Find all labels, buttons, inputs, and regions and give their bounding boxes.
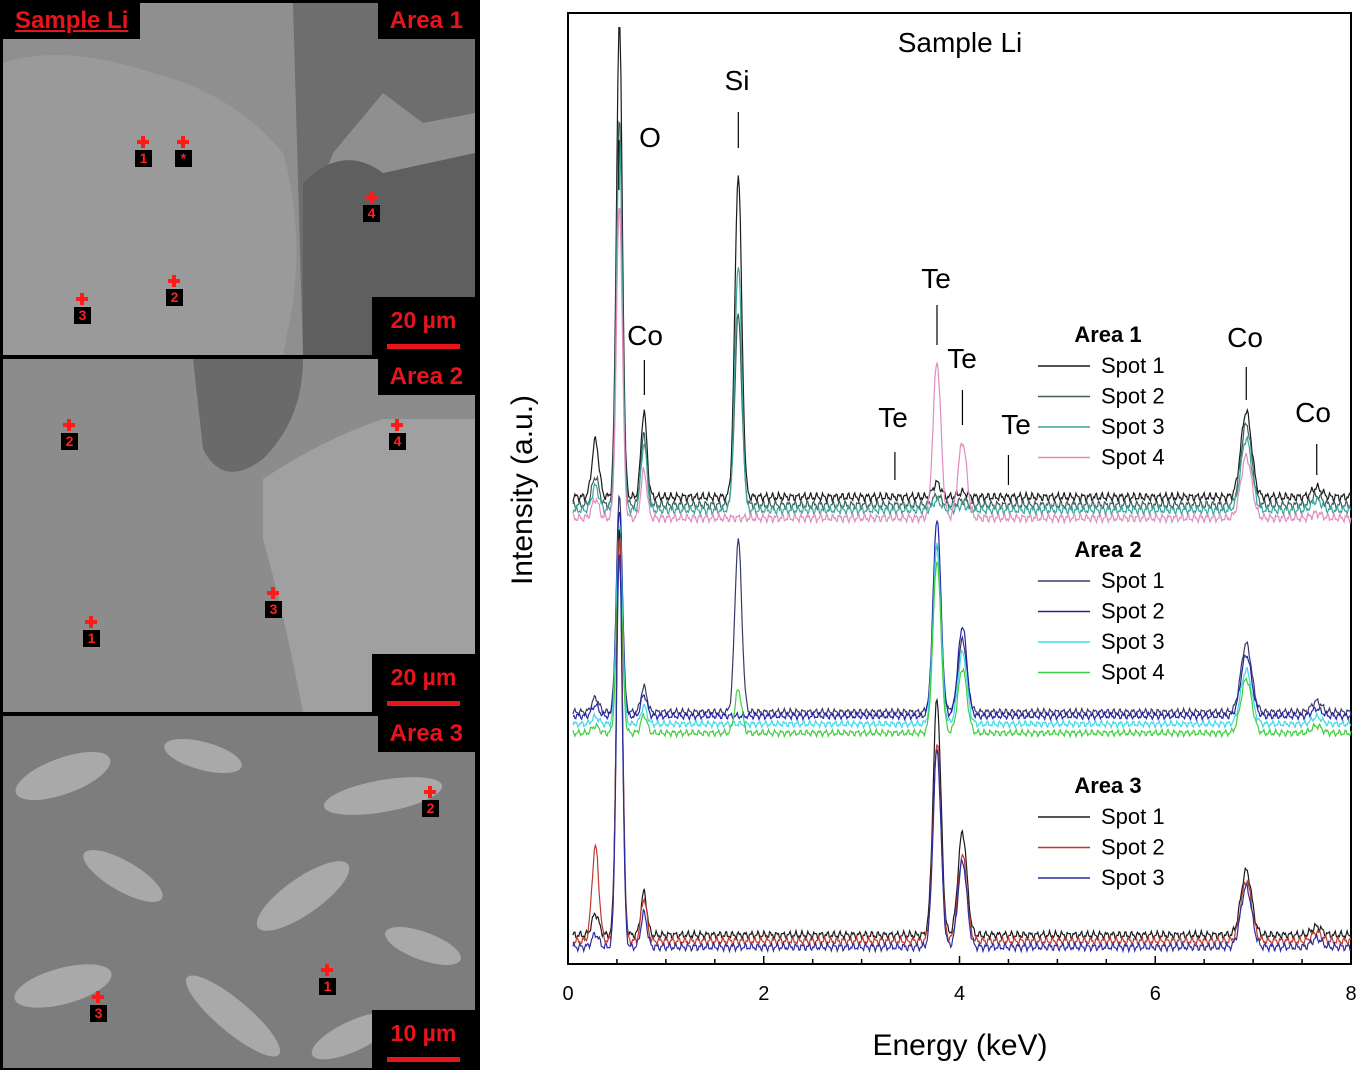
crosshair-icon <box>177 136 189 148</box>
scale-bar: 10 µm <box>372 1010 475 1068</box>
chart-svg: Sample Li Energy (keV) Intensity (a.u.) … <box>506 12 1357 1062</box>
crosshair-icon <box>365 191 377 203</box>
crosshair-icon <box>168 275 180 287</box>
spot-number: 4 <box>389 433 406 450</box>
spot-number: 3 <box>90 1005 107 1022</box>
legend-title: Area 2 <box>1074 537 1141 562</box>
spot-marker: 3 <box>74 293 91 327</box>
y-axis-label: Intensity (a.u.) <box>506 395 539 585</box>
spot-marker: 2 <box>61 419 78 453</box>
spectrum-line <box>572 141 1352 517</box>
spectrum-line <box>572 529 1352 942</box>
legend-entry: Spot 1 <box>1101 353 1165 378</box>
peak-label: Co <box>1227 322 1263 353</box>
legend-entry: Spot 2 <box>1101 384 1165 409</box>
spot-marker: 3 <box>90 991 107 1025</box>
x-tick-label: 6 <box>1150 983 1161 1005</box>
sem-image-area-3: Area 3 2 1 3 10 µm <box>3 716 475 1068</box>
spectrum-line <box>572 538 1352 948</box>
spot-number: 3 <box>74 307 91 324</box>
scale-line <box>387 701 460 706</box>
spot-marker: 4 <box>363 191 380 225</box>
peak-label: Co <box>1295 397 1331 428</box>
spot-marker: 2 <box>422 786 439 820</box>
spot-marker: 1 <box>83 616 100 650</box>
spot-number: 3 <box>265 601 282 618</box>
spot-marker: 1 <box>319 964 336 998</box>
scale-bar: 20 µm <box>372 297 475 355</box>
spot-number: 2 <box>166 289 183 306</box>
eds-spectrum-chart: Sample Li Energy (keV) Intensity (a.u.) … <box>490 0 1372 1070</box>
legend-entry: Spot 3 <box>1101 629 1165 654</box>
scale-line <box>387 1057 460 1062</box>
sem-image-column: Sample Li Area 1 1 * 4 2 3 20 µm Area 2 … <box>0 0 480 1070</box>
scale-line <box>387 344 460 349</box>
spot-marker: 3 <box>265 587 282 621</box>
crosshair-icon <box>137 136 149 148</box>
peak-label: Te <box>947 343 977 374</box>
sem-image-area-1: Sample Li Area 1 1 * 4 2 3 20 µm <box>3 3 475 355</box>
spot-number: 1 <box>135 150 152 167</box>
scale-label: 10 µm <box>390 1020 457 1046</box>
spot-number: 1 <box>83 630 100 647</box>
x-tick-label: 8 <box>1345 983 1356 1005</box>
peak-label: Te <box>878 402 908 433</box>
spot-number: 2 <box>61 433 78 450</box>
legend-entry: Spot 1 <box>1101 568 1165 593</box>
spot-number: 4 <box>363 205 380 222</box>
crosshair-icon <box>321 964 333 976</box>
legend-entry: Spot 4 <box>1101 660 1165 685</box>
spectrum-line <box>572 561 1352 739</box>
spectrum-line <box>572 525 1352 730</box>
crosshair-icon <box>85 616 97 628</box>
area-label: Area 3 <box>377 716 475 752</box>
legend-entry: Spot 1 <box>1101 804 1165 829</box>
sem-texture <box>3 359 475 712</box>
legend-title: Area 1 <box>1074 322 1141 347</box>
spot-marker: * <box>175 136 192 170</box>
spot-number: 1 <box>319 978 336 995</box>
peak-label: Co <box>627 320 663 351</box>
legend-entry: Spot 2 <box>1101 835 1165 860</box>
legend-entry: Spot 4 <box>1101 445 1165 470</box>
area-label: Area 1 <box>377 3 475 39</box>
sample-label: Sample Li <box>3 3 141 39</box>
spot-marker: 2 <box>166 275 183 309</box>
peak-label: Si <box>725 65 750 96</box>
plot-frame <box>567 12 1352 965</box>
scale-label: 20 µm <box>390 664 457 690</box>
spectrum-line <box>572 511 1352 722</box>
peak-label: Te <box>921 263 951 294</box>
scale-label: 20 µm <box>390 307 457 333</box>
crosshair-icon <box>76 293 88 305</box>
legend-entry: Spot 3 <box>1101 865 1165 890</box>
crosshair-icon <box>92 991 104 1003</box>
scale-bar: 20 µm <box>372 654 475 712</box>
spectrum-line <box>572 553 1352 954</box>
crosshair-icon <box>391 419 403 431</box>
chart-title: Sample Li <box>898 27 1023 58</box>
x-tick-label: 2 <box>758 983 769 1005</box>
spot-number: * <box>175 150 192 167</box>
x-axis-label: Energy (keV) <box>872 1029 1047 1062</box>
legend-entry: Spot 2 <box>1101 599 1165 624</box>
peak-label: O <box>639 122 661 153</box>
spot-marker: 1 <box>135 136 152 170</box>
sem-image-area-2: Area 2 2 4 3 1 20 µm <box>3 359 475 712</box>
spectrum-line <box>572 26 1352 504</box>
spectrum-line <box>572 494 1352 718</box>
crosshair-icon <box>63 419 75 431</box>
crosshair-icon <box>267 587 279 599</box>
legend-entry: Spot 3 <box>1101 414 1165 439</box>
legend-title: Area 3 <box>1074 773 1141 798</box>
crosshair-icon <box>424 786 436 798</box>
area-label: Area 2 <box>377 359 475 395</box>
peak-label: Te <box>1001 409 1031 440</box>
spot-marker: 4 <box>389 419 406 453</box>
sem-texture <box>3 716 475 1068</box>
spectrum-line <box>572 208 1352 525</box>
x-tick-label: 0 <box>562 983 573 1005</box>
spot-number: 2 <box>422 800 439 817</box>
x-tick-label: 4 <box>954 983 965 1005</box>
